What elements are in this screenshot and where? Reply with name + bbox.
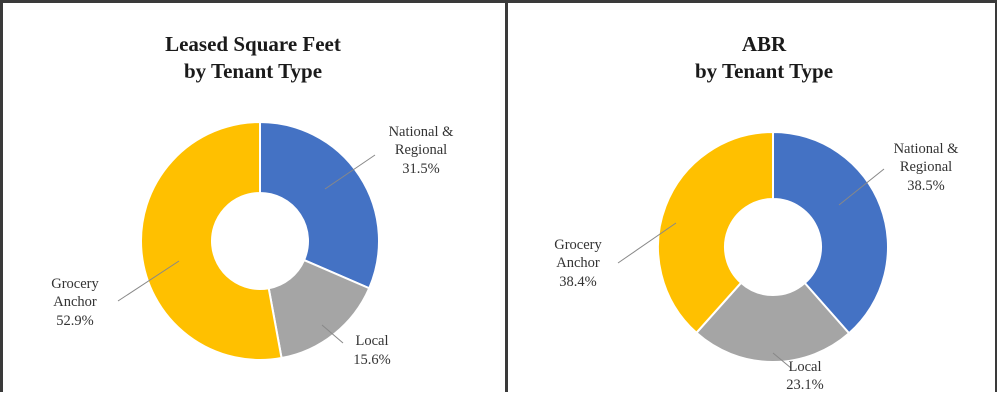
slice-label-grocery-anchor-line-2: Anchor <box>53 294 97 310</box>
slice-value-local: 23.1% <box>786 377 823 393</box>
slice-label-local: Local <box>788 359 821 375</box>
chart-panel-abr: ABR by Tenant Type National & Regional 3… <box>508 0 997 393</box>
chart-abr-svg: ABR by Tenant Type National & Regional 3… <box>554 32 960 393</box>
donut-slice-local <box>694 281 851 363</box>
donut-slice-national-regional <box>259 120 380 290</box>
slice-value-national-regional: 31.5% <box>402 161 439 177</box>
slice-label-national-regional-line-2: Regional <box>900 159 952 175</box>
chart-panel-leased-sqft: Leased Square Feet by Tenant Type Nation… <box>0 0 508 392</box>
chart-title-line-2: by Tenant Type <box>695 59 833 83</box>
leader-line-grocery-anchor <box>117 260 180 302</box>
leader-line-local <box>772 352 792 369</box>
slice-label-national-regional-line-1: National & <box>389 124 455 140</box>
leader-line-local <box>321 324 344 344</box>
leader-line-grocery-anchor <box>617 222 677 264</box>
slice-value-grocery-anchor: 38.4% <box>559 274 596 290</box>
slice-label-national-regional-line-2: Regional <box>395 142 447 158</box>
donut-slice-grocery-anchor <box>657 130 774 335</box>
chart-leased-sqft-svg: Leased Square Feet by Tenant Type Nation… <box>51 32 455 368</box>
slice-label-grocery-anchor-line-2: Anchor <box>556 255 600 271</box>
donut-slices <box>657 130 889 363</box>
slice-label-national-regional-line-1: National & <box>894 141 960 157</box>
slice-value-national-regional: 38.5% <box>907 178 944 194</box>
donut-slice-national-regional <box>772 130 889 335</box>
chart-title-line-2: by Tenant Type <box>184 59 322 83</box>
leader-line-national-regional <box>838 168 885 206</box>
donut-slice-grocery-anchor <box>140 120 283 361</box>
slice-value-local: 15.6% <box>353 352 390 368</box>
slice-label-grocery-anchor-line-1: Grocery <box>51 276 99 292</box>
chart-title-line-1: Leased Square Feet <box>165 32 341 56</box>
slice-value-grocery-anchor: 52.9% <box>56 313 93 329</box>
slice-label-local: Local <box>355 333 388 349</box>
chart-title-line-1: ABR <box>742 32 787 56</box>
donut-slices <box>140 120 380 361</box>
leader-line-national-regional <box>324 154 376 190</box>
slice-label-grocery-anchor-line-1: Grocery <box>554 237 602 253</box>
